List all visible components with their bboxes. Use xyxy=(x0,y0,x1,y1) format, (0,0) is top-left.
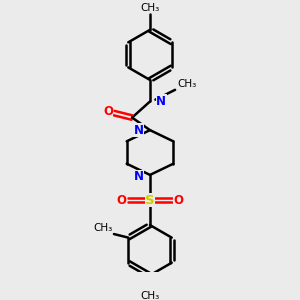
Text: N: N xyxy=(156,95,166,108)
Text: CH₃: CH₃ xyxy=(177,79,196,89)
Text: S: S xyxy=(145,194,155,206)
Text: CH₃: CH₃ xyxy=(93,223,112,233)
Text: CH₃: CH₃ xyxy=(140,3,160,13)
Text: N: N xyxy=(134,124,144,136)
Text: N: N xyxy=(134,170,144,183)
Text: O: O xyxy=(174,194,184,206)
Text: O: O xyxy=(116,194,126,206)
Text: O: O xyxy=(103,105,113,118)
Text: CH₃: CH₃ xyxy=(140,291,160,300)
